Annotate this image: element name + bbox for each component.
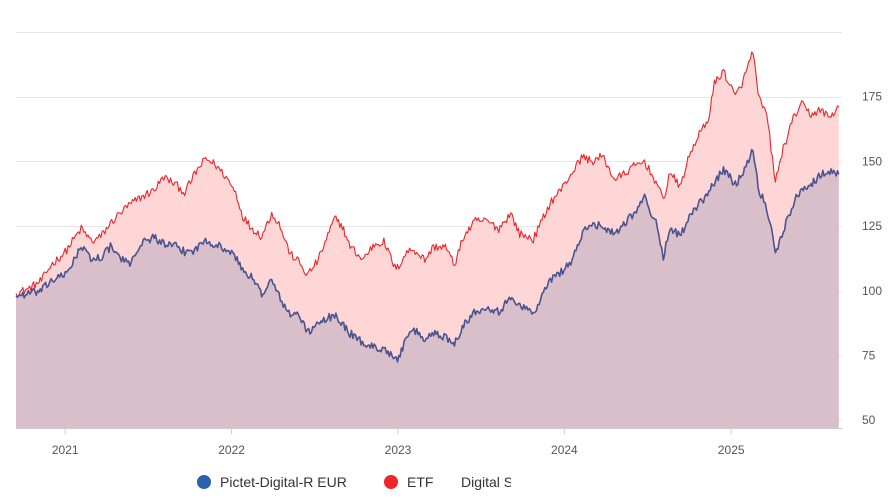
series-line-etf: [15, 51, 840, 298]
legend-item-digital[interactable]: Digital S: [461, 474, 511, 490]
x-axis: 2021 2022 2023 2024 2025: [52, 428, 745, 457]
legend: Pictet-Digital-R EUR ETF Digital S: [0, 474, 896, 500]
legend-item-etf[interactable]: ETF: [384, 474, 433, 490]
legend-label-etf: ETF: [407, 474, 434, 490]
y-tick-label: 175: [862, 90, 882, 104]
x-tick-label: 2023: [385, 443, 412, 457]
x-tick-label: 2022: [218, 443, 245, 457]
series-line-pictet-digital-r-eur: [15, 148, 840, 363]
y-tick-label: 100: [862, 284, 882, 298]
y-tick-label: 75: [862, 349, 876, 363]
y-tick-label: 50: [862, 413, 876, 427]
legend-label-pictet: Pictet-Digital-R EUR: [220, 474, 347, 490]
series-lines: [15, 51, 840, 363]
y-tick-label: 125: [862, 219, 882, 233]
legend-marker-etf: [384, 475, 398, 489]
x-tick-label: 2021: [52, 443, 79, 457]
legend-item-pictet[interactable]: Pictet-Digital-R EUR: [197, 474, 347, 490]
legend-marker-pictet: [197, 475, 211, 489]
y-tick-label: 150: [862, 154, 882, 168]
x-tick-label: 2025: [718, 443, 745, 457]
chart: 2021 2022 2023 2024 2025 50 75 100 125 150 175: [15, 32, 882, 457]
legend-label-digital: Digital S: [461, 474, 511, 490]
x-tick-label: 2024: [551, 443, 578, 457]
y-axis: 50 75 100 125 150 175: [862, 90, 882, 428]
series-area-pictet-digital-r-eur: [16, 149, 839, 428]
series-areas: [16, 52, 839, 428]
